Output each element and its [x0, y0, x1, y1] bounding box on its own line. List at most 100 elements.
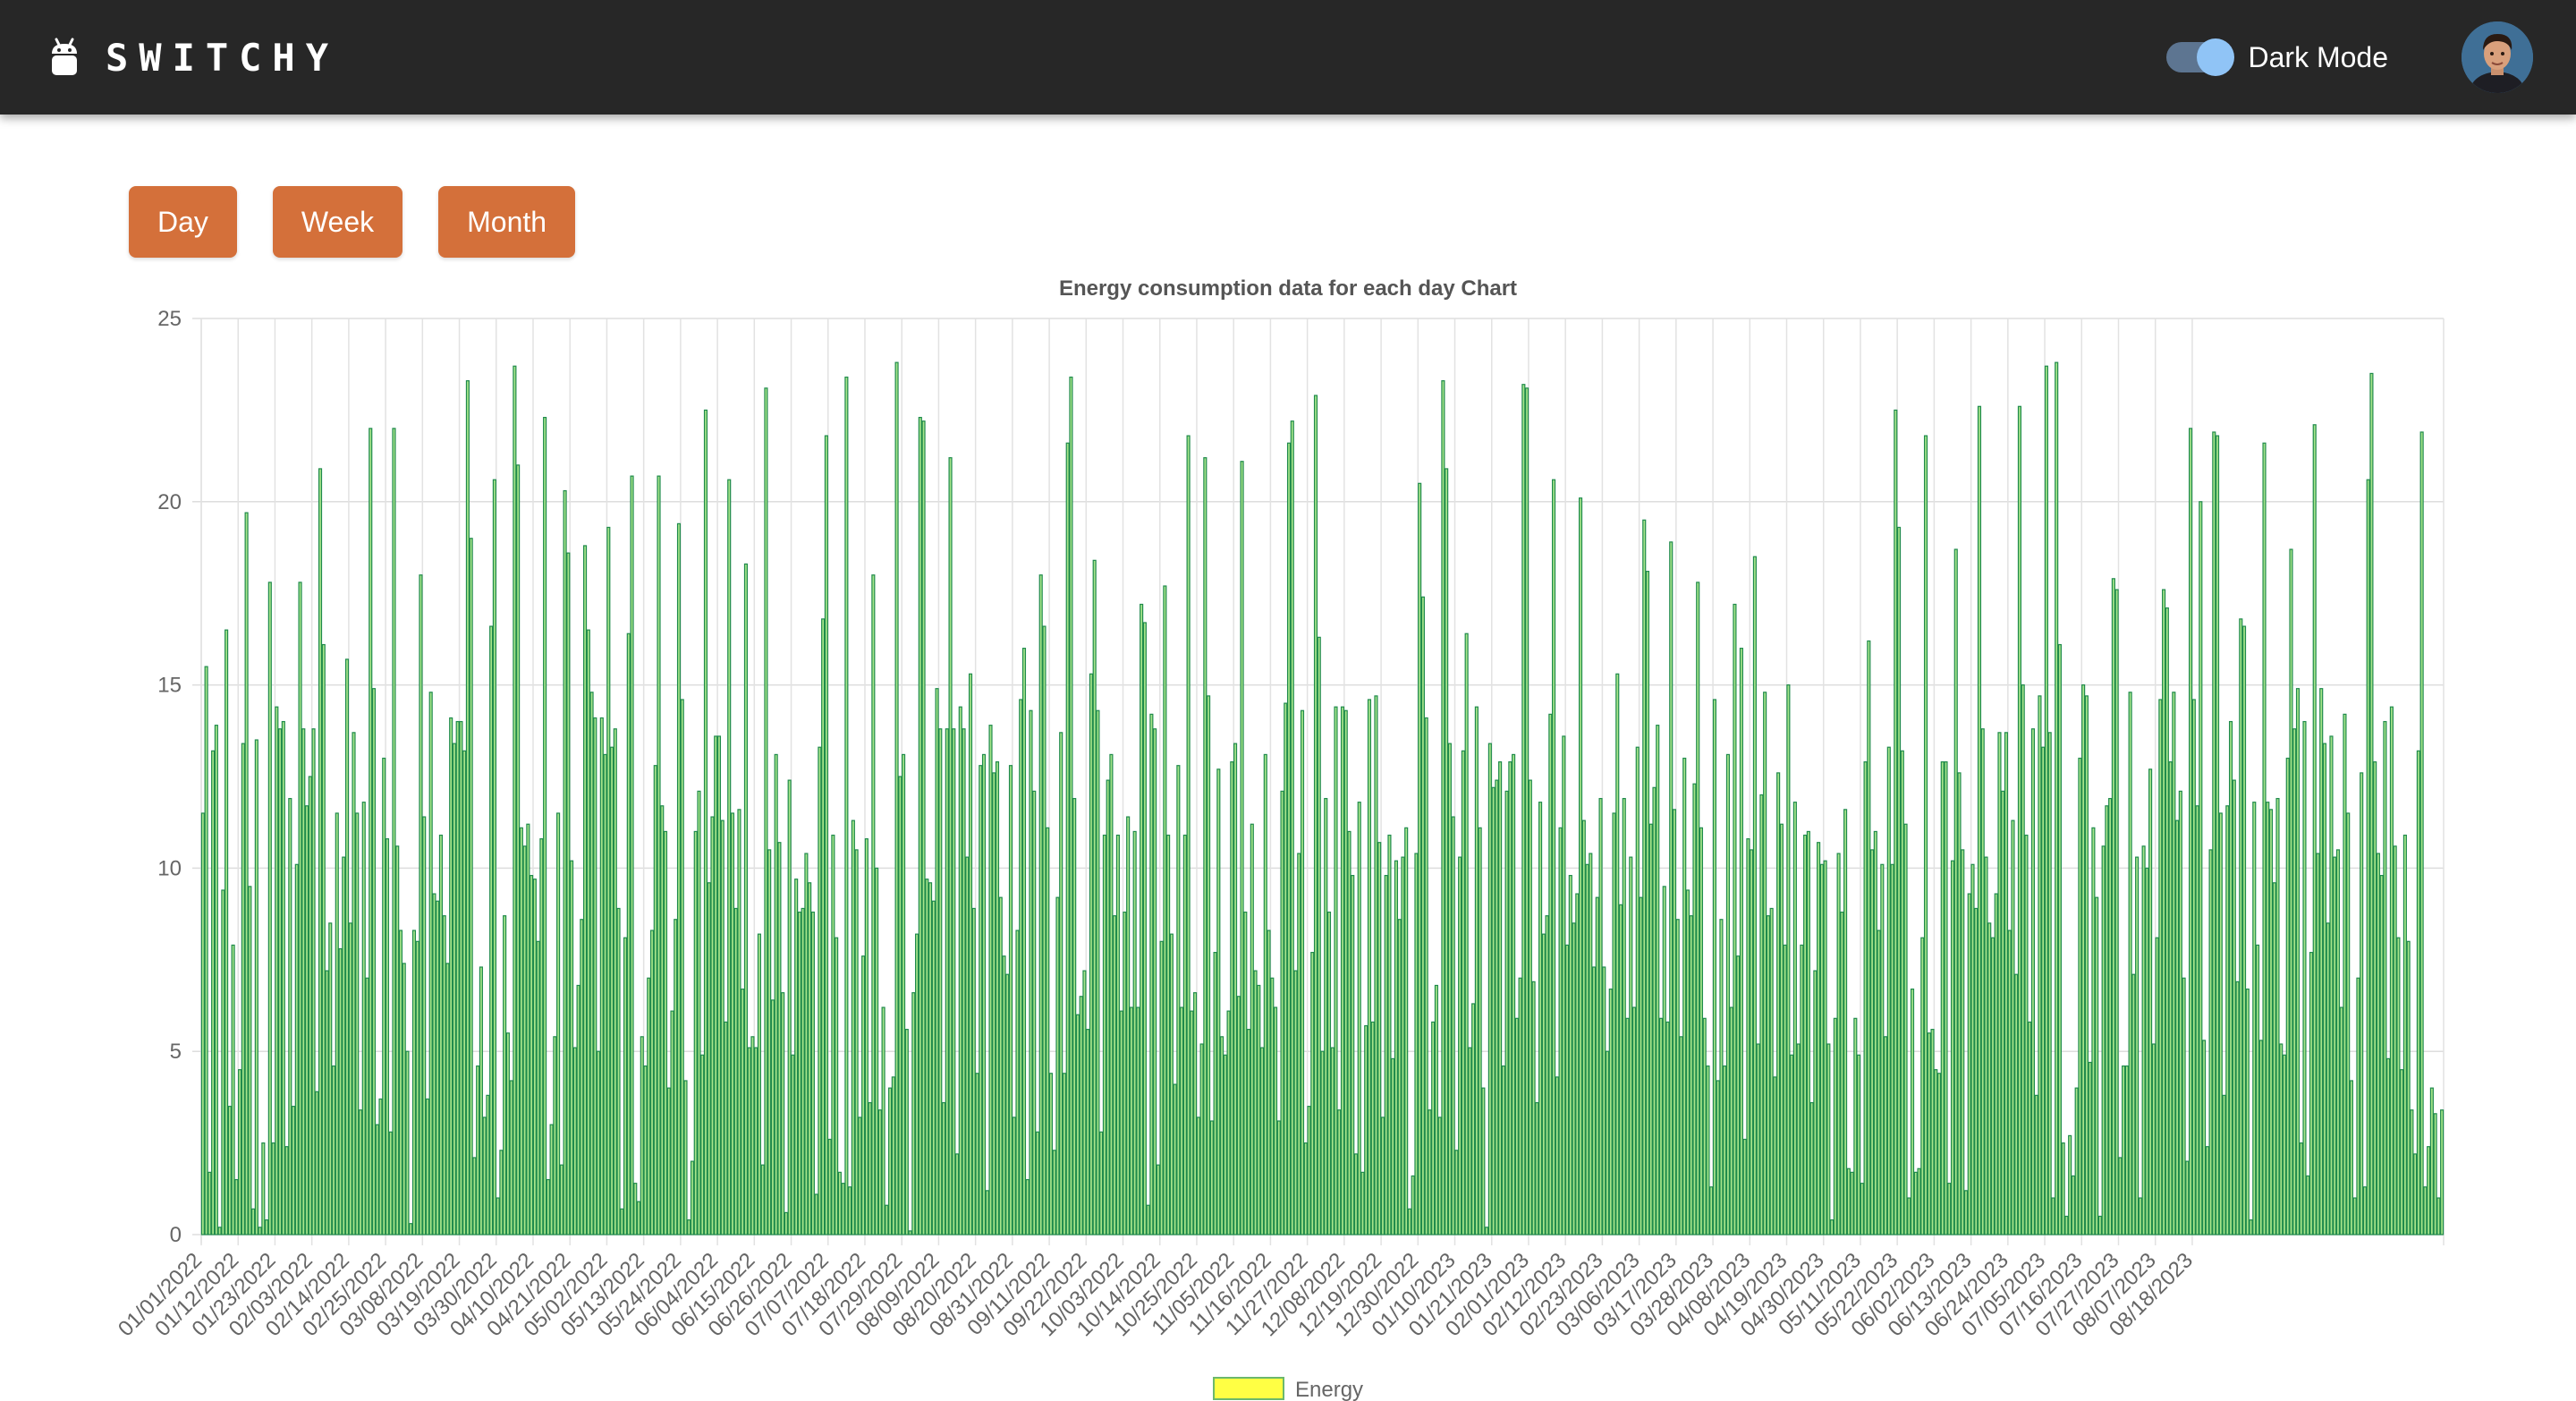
- energy-bar[interactable]: [2360, 772, 2364, 1235]
- energy-bar[interactable]: [1166, 834, 1171, 1235]
- energy-bar[interactable]: [743, 563, 749, 1235]
- energy-bar[interactable]: [288, 797, 292, 1235]
- energy-bar[interactable]: [331, 1065, 336, 1235]
- energy-bar[interactable]: [1082, 970, 1087, 1235]
- energy-bar[interactable]: [1035, 1131, 1040, 1235]
- energy-bar[interactable]: [532, 879, 537, 1235]
- energy-bar[interactable]: [378, 1098, 383, 1235]
- energy-bar[interactable]: [338, 947, 343, 1235]
- energy-bar[interactable]: [1870, 849, 1875, 1235]
- energy-bar[interactable]: [442, 915, 446, 1235]
- energy-bar[interactable]: [516, 464, 521, 1235]
- energy-bar[interactable]: [1712, 699, 1716, 1235]
- energy-bar[interactable]: [931, 900, 936, 1235]
- energy-bar[interactable]: [2379, 874, 2384, 1235]
- energy-bar[interactable]: [921, 420, 926, 1235]
- energy-bar[interactable]: [1072, 797, 1077, 1235]
- energy-bar[interactable]: [308, 776, 312, 1235]
- energy-bar[interactable]: [647, 977, 651, 1235]
- week-button[interactable]: Week: [272, 186, 403, 258]
- energy-bar[interactable]: [1276, 1120, 1281, 1235]
- energy-bar[interactable]: [2335, 849, 2341, 1235]
- energy-bar[interactable]: [764, 387, 768, 1235]
- energy-bar[interactable]: [1783, 944, 1787, 1235]
- energy-bar[interactable]: [1099, 1131, 1104, 1235]
- energy-bar[interactable]: [1763, 692, 1767, 1235]
- energy-bar[interactable]: [670, 1010, 674, 1235]
- energy-bar[interactable]: [369, 428, 373, 1235]
- energy-bar[interactable]: [707, 882, 711, 1235]
- energy-bar[interactable]: [808, 882, 812, 1235]
- energy-bar[interactable]: [2118, 1157, 2123, 1235]
- energy-bar[interactable]: [267, 582, 272, 1235]
- energy-bar[interactable]: [1407, 1208, 1411, 1235]
- energy-bar[interactable]: [1923, 435, 1928, 1235]
- energy-bar[interactable]: [248, 886, 252, 1235]
- energy-bar[interactable]: [526, 823, 530, 1235]
- energy-bar[interactable]: [1481, 1087, 1486, 1235]
- energy-bar[interactable]: [1927, 1032, 1931, 1235]
- energy-bar[interactable]: [1243, 911, 1248, 1235]
- energy-bar[interactable]: [1428, 1109, 1432, 1235]
- energy-bar[interactable]: [851, 819, 855, 1235]
- energy-bar[interactable]: [971, 907, 976, 1235]
- energy-bar[interactable]: [1320, 1050, 1325, 1235]
- legend[interactable]: Energy: [1213, 1377, 1363, 1401]
- energy-bar[interactable]: [1803, 834, 1808, 1235]
- energy-bar[interactable]: [2285, 757, 2290, 1235]
- energy-bar[interactable]: [352, 732, 356, 1235]
- energy-bar[interactable]: [1169, 933, 1174, 1235]
- energy-bar[interactable]: [1300, 709, 1305, 1235]
- energy-bar[interactable]: [824, 435, 828, 1235]
- energy-bar[interactable]: [1380, 1117, 1385, 1235]
- energy-bar[interactable]: [2024, 834, 2029, 1235]
- energy-bar[interactable]: [995, 761, 1000, 1235]
- energy-bar[interactable]: [861, 955, 866, 1235]
- energy-bar[interactable]: [2299, 1142, 2303, 1235]
- energy-bar[interactable]: [1032, 790, 1037, 1235]
- energy-bar[interactable]: [1997, 732, 2002, 1235]
- energy-bar[interactable]: [1263, 753, 1267, 1235]
- energy-bar[interactable]: [254, 739, 258, 1235]
- energy-bar[interactable]: [741, 988, 745, 1235]
- energy-bar[interactable]: [371, 688, 377, 1235]
- energy-bar[interactable]: [1293, 970, 1298, 1235]
- energy-bar[interactable]: [2406, 940, 2411, 1235]
- energy-bar[interactable]: [2047, 732, 2052, 1235]
- energy-bar[interactable]: [962, 728, 966, 1235]
- energy-bar[interactable]: [898, 776, 902, 1235]
- energy-bar[interactable]: [2145, 867, 2149, 1235]
- energy-bar[interactable]: [2021, 684, 2025, 1235]
- energy-bar[interactable]: [1512, 753, 1516, 1235]
- energy-bar[interactable]: [2416, 750, 2420, 1235]
- energy-bar[interactable]: [1608, 988, 1613, 1235]
- energy-bar[interactable]: [1196, 1117, 1200, 1235]
- energy-bar[interactable]: [885, 1204, 889, 1235]
- energy-bar[interactable]: [344, 658, 350, 1235]
- energy-bar[interactable]: [428, 692, 433, 1235]
- energy-bar[interactable]: [1977, 405, 1982, 1235]
- energy-bar[interactable]: [455, 720, 460, 1235]
- energy-bar[interactable]: [503, 915, 507, 1235]
- energy-bar[interactable]: [1102, 834, 1106, 1235]
- energy-bar[interactable]: [1562, 735, 1566, 1235]
- energy-bar[interactable]: [1313, 395, 1318, 1235]
- energy-bar[interactable]: [2266, 802, 2270, 1235]
- energy-bar[interactable]: [1759, 794, 1764, 1235]
- energy-bar[interactable]: [2436, 1197, 2441, 1235]
- energy-bar[interactable]: [777, 842, 782, 1235]
- energy-bar[interactable]: [318, 468, 323, 1235]
- energy-bar[interactable]: [2131, 973, 2136, 1235]
- energy-bar[interactable]: [998, 896, 1003, 1235]
- energy-bar[interactable]: [445, 963, 450, 1235]
- energy-bar[interactable]: [754, 1047, 758, 1235]
- energy-bar[interactable]: [586, 629, 590, 1235]
- energy-bar[interactable]: [438, 834, 444, 1235]
- energy-bar[interactable]: [576, 984, 580, 1235]
- energy-bar[interactable]: [1464, 633, 1469, 1235]
- energy-bar[interactable]: [854, 849, 859, 1235]
- energy-bar[interactable]: [1961, 849, 1965, 1235]
- energy-bar[interactable]: [606, 526, 611, 1235]
- energy-bar[interactable]: [1853, 1017, 1858, 1235]
- energy-bar[interactable]: [214, 725, 218, 1235]
